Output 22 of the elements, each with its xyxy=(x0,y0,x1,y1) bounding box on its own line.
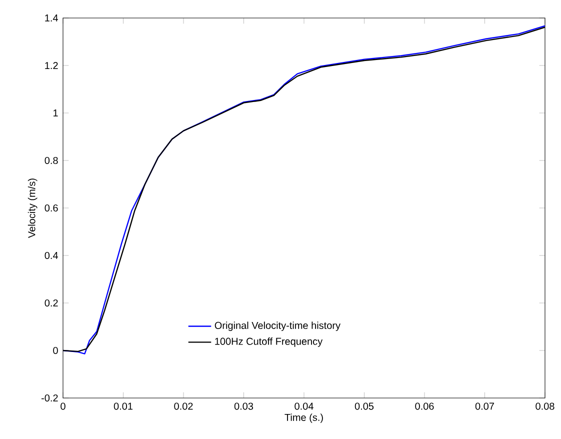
y-tick-label: 1.2 xyxy=(45,62,58,69)
x-tick-label: 0.04 xyxy=(294,402,314,410)
y-tick-label: 0.4 xyxy=(44,252,58,260)
y-tick-label: -0.2 xyxy=(42,394,58,402)
y-tick-label: 1 xyxy=(53,110,58,116)
y-tick-label: 0 xyxy=(53,346,58,354)
y-tick-label: 0.2 xyxy=(44,299,58,307)
legend-label: Original Velocity-time history xyxy=(214,322,340,331)
x-tick-label: 0.05 xyxy=(354,402,374,410)
x-axis-title: Time (s.) xyxy=(284,414,323,423)
legend-label: 100Hz Cutoff Frequency xyxy=(215,338,323,347)
y-tick-label: 0.8 xyxy=(44,156,58,164)
y-tick-label: 0.6 xyxy=(44,204,58,212)
y-axis-title: Velocity (m/s) xyxy=(28,178,38,238)
x-tick-label: 0.02 xyxy=(174,402,193,410)
x-tick-label: 0.03 xyxy=(234,402,254,410)
y-tick-label: 1.4 xyxy=(45,14,58,22)
x-tick-label: 0.08 xyxy=(536,402,554,410)
x-tick-label: 0.01 xyxy=(114,402,133,410)
x-tick-label: 0.07 xyxy=(475,402,494,410)
x-tick-label: 0.06 xyxy=(415,402,434,410)
x-tick-label: 0 xyxy=(60,402,66,410)
